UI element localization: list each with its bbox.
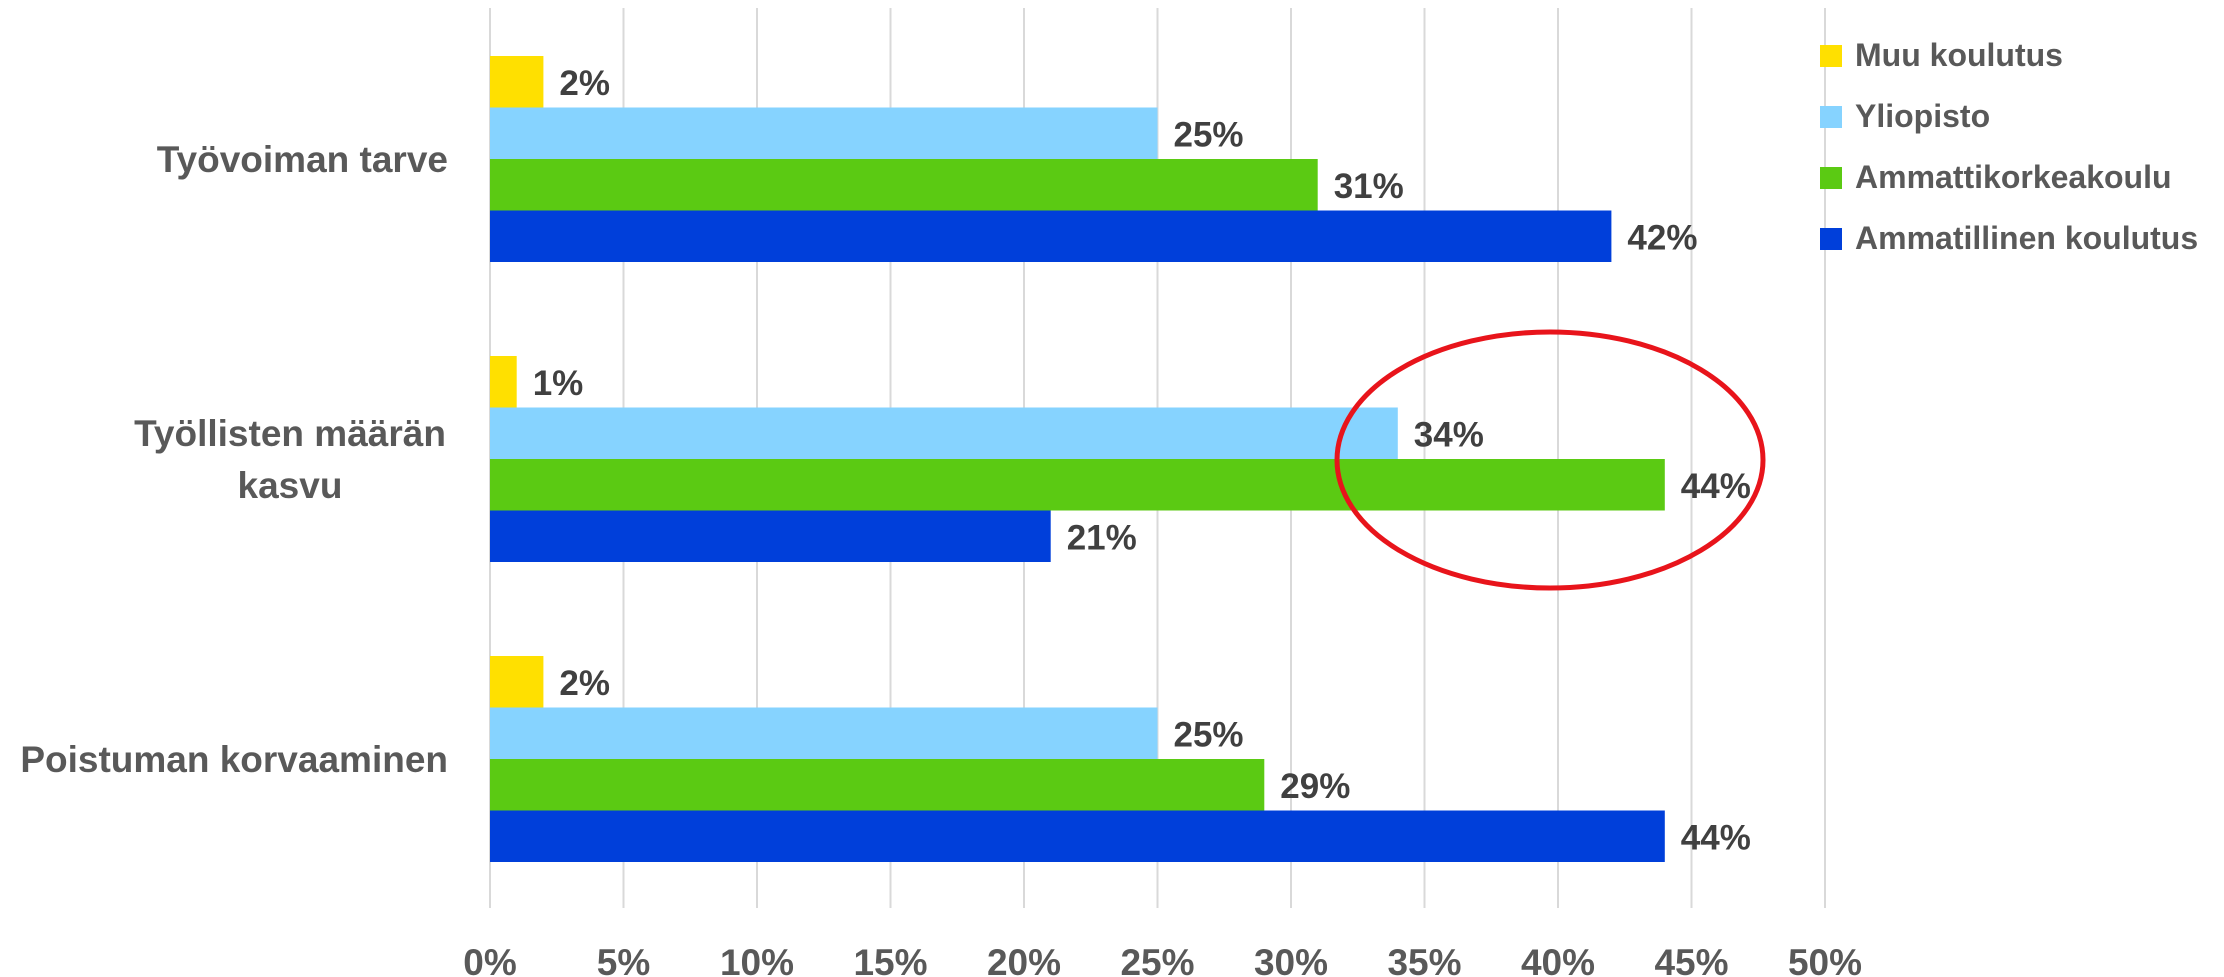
x-tick-label: 40% (1521, 942, 1595, 977)
legend-swatch (1820, 167, 1842, 189)
data-label: 25% (1174, 115, 1244, 154)
x-tick-label: 25% (1120, 942, 1194, 977)
x-tick-label: 0% (463, 942, 516, 977)
x-tick-label: 15% (853, 942, 927, 977)
bar (490, 107, 1158, 159)
bar (490, 159, 1318, 211)
data-label: 25% (1174, 715, 1244, 754)
x-tick-label: 10% (720, 942, 794, 977)
legend-swatch (1820, 228, 1842, 250)
data-label: 44% (1681, 818, 1751, 857)
data-label: 1% (533, 364, 584, 403)
bar (490, 356, 517, 408)
data-label: 31% (1334, 167, 1404, 206)
bar (490, 459, 1665, 511)
category-label: Poistuman korvaaminen (20, 739, 448, 780)
legend: Muu koulutus Yliopisto Ammattikorkeakoulu A… (1820, 37, 2198, 256)
data-label: 2% (559, 64, 610, 103)
category-labels: Työvoiman tarve Työllisten määrän kasvu Poi… (20, 139, 448, 780)
legend-label: Ammattikorkeakoulu (1855, 159, 2172, 195)
legend-label: Ammatillinen koulutus (1855, 220, 2198, 256)
x-tick-label: 20% (987, 942, 1061, 977)
data-label: 21% (1067, 518, 1137, 557)
x-axis-tick-labels: 0% 5% 10% 15% 20% 25% 30% 35% 40% 45% 50% (463, 942, 1862, 977)
data-label: 42% (1627, 218, 1697, 257)
category-label: kasvu (238, 465, 343, 506)
bar (490, 56, 544, 108)
bar (490, 510, 1051, 562)
data-label: 34% (1414, 415, 1484, 454)
highlight-ellipse (1334, 329, 1766, 591)
legend-swatch (1820, 106, 1842, 128)
bar (490, 407, 1398, 459)
x-tick-label: 5% (597, 942, 650, 977)
category-label: Työvoiman tarve (157, 139, 448, 180)
highlight-annotation (1334, 329, 1766, 591)
bar-series (490, 56, 1665, 862)
bar (490, 210, 1612, 262)
legend-label: Muu koulutus (1855, 37, 2063, 73)
data-label: 44% (1681, 467, 1751, 506)
category-label: Työllisten määrän (134, 413, 446, 454)
x-tick-label: 50% (1788, 942, 1862, 977)
legend-label: Yliopisto (1855, 98, 1990, 134)
bar (490, 810, 1665, 862)
legend-swatch (1820, 45, 1842, 67)
bar (490, 656, 544, 708)
x-tick-label: 45% (1654, 942, 1728, 977)
data-labels: 2% 1% 2% 25% 34% 25% 31% 44% 29% 42% 21% 44% (533, 64, 1751, 858)
bar (490, 759, 1265, 811)
data-label: 2% (559, 664, 610, 703)
x-tick-label: 35% (1387, 942, 1461, 977)
data-label: 29% (1280, 767, 1350, 806)
bar (490, 707, 1158, 759)
x-tick-label: 30% (1254, 942, 1328, 977)
